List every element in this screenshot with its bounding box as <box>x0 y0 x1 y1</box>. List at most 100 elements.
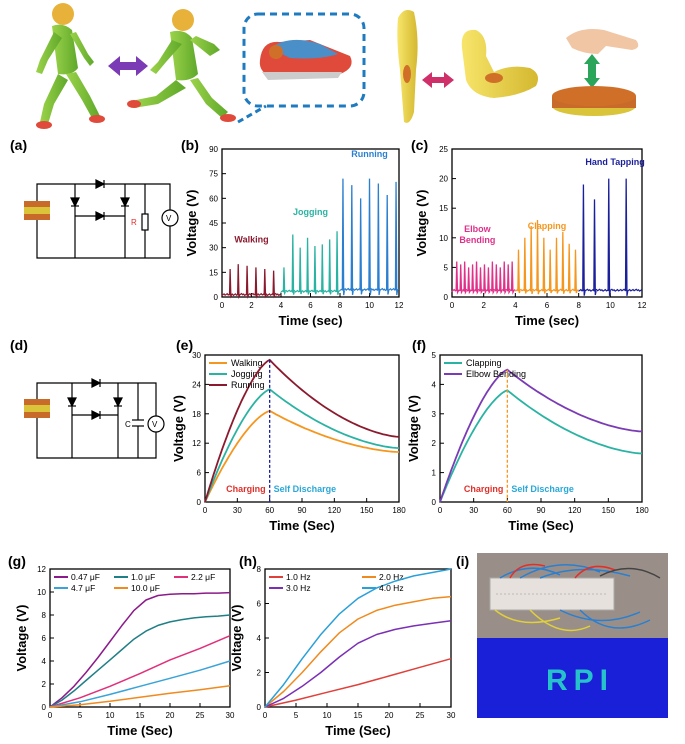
capacitor-label: C <box>125 420 131 429</box>
pulse-peak <box>502 261 507 295</box>
x-tick-label: 12 <box>395 301 404 310</box>
y-tick-label: 12 <box>37 565 46 574</box>
pulse-peak <box>529 225 534 295</box>
series-line <box>49 684 231 708</box>
panel-label-h: (h) <box>239 553 257 569</box>
series-label: Clapping <box>528 221 567 231</box>
y-tick-label: 10 <box>439 234 448 243</box>
photo-led-display: RPI <box>477 638 668 718</box>
x-tick-label: 10 <box>606 301 615 310</box>
pulse-peak <box>567 243 572 294</box>
photo-breadboard <box>477 553 668 638</box>
pulse-peak <box>359 198 363 295</box>
pulse-peak <box>517 249 521 294</box>
pulse-peak <box>298 247 303 295</box>
y-tick-label: 2 <box>42 680 47 689</box>
y-tick-label: 1 <box>432 469 437 478</box>
pulse-peak <box>385 195 390 295</box>
pulse-peak <box>321 244 325 295</box>
y-tick-label: 30 <box>192 351 201 360</box>
x-tick-label: 5 <box>294 711 299 720</box>
x-tick-label: 120 <box>328 506 342 515</box>
x-tick-label: 0 <box>220 301 225 310</box>
legend-label: Jogging <box>231 369 263 379</box>
x-tick-label: 150 <box>602 506 616 515</box>
y-axis-label: Voltage (V) <box>406 395 421 462</box>
x-axis-label: Time (Sec) <box>269 518 335 533</box>
pulse-peak <box>236 264 241 300</box>
pulse-peak <box>536 220 540 295</box>
resistor-label: R <box>131 218 137 227</box>
x-axis-label: Time (Sec) <box>107 723 173 738</box>
x-tick-label: 0 <box>438 506 443 515</box>
legend-label: 0.47 μF <box>71 572 100 582</box>
pulse-peak <box>607 178 611 296</box>
y-tick-label: 5 <box>444 263 449 272</box>
series-label: Walking <box>234 235 268 245</box>
x-tick-label: 5 <box>78 711 83 720</box>
pulse-peak <box>561 231 566 294</box>
x-tick-label: 12 <box>638 301 647 310</box>
panel-label-i: (i) <box>456 553 469 569</box>
pulse-peak <box>475 261 479 295</box>
pulse-peak <box>341 178 346 296</box>
pulse-peak <box>624 178 629 296</box>
legend-label: 10.0 μF <box>131 583 160 593</box>
arm-bent <box>461 29 538 98</box>
y-tick-label: 0 <box>214 293 219 302</box>
x-tick-label: 15 <box>354 711 363 720</box>
pulse-peak <box>263 269 267 299</box>
pulse-peak <box>467 267 471 295</box>
panel-label-e: (e) <box>176 337 193 353</box>
shoe-callout <box>237 12 366 124</box>
y-tick-label: 4 <box>432 380 437 389</box>
x-tick-label: 20 <box>385 711 394 720</box>
x-tick-label: 0 <box>48 711 53 720</box>
series-line <box>49 591 231 708</box>
series-label: Elbow <box>464 224 491 234</box>
x-tick-label: 30 <box>226 711 235 720</box>
panel-label-f: (f) <box>412 337 426 353</box>
double-arrow-icon <box>108 56 148 76</box>
panel-label-g: (g) <box>8 553 26 569</box>
x-tick-label: 180 <box>392 506 406 515</box>
pulse-peak <box>593 199 597 296</box>
x-axis-label: Time (sec) <box>515 313 579 328</box>
legend-label: 1.0 μF <box>131 572 155 582</box>
x-tick-label: 10 <box>365 301 374 310</box>
x-axis-label: Time (Sec) <box>508 518 574 533</box>
charging-annotation: Charging <box>464 484 504 494</box>
pulse-peak <box>582 184 586 296</box>
y-tick-label: 24 <box>192 380 201 389</box>
y-tick-label: 0 <box>432 498 437 507</box>
series-label: Bending <box>459 235 495 245</box>
x-tick-label: 60 <box>265 506 274 515</box>
pulse-peak <box>574 249 578 294</box>
pulse-peak <box>495 264 499 295</box>
y-tick-label: 75 <box>209 170 218 179</box>
pulse-peak <box>394 181 399 296</box>
y-tick-label: 2 <box>257 669 262 678</box>
series-line <box>264 657 452 708</box>
pulse-peak <box>306 237 310 295</box>
pulse-peak <box>254 267 258 299</box>
chart-f: 0 30 60 90 120 150 180 0 1 2 3 4 5 Time (Sec) Voltage … <box>406 351 649 533</box>
panel-label-a: (a) <box>10 137 27 153</box>
discharge-annotation: Self Discharge <box>274 484 337 494</box>
plot-frame <box>221 148 400 298</box>
legend-label: 1.0 Hz <box>286 572 311 582</box>
pulse-peak <box>313 246 318 295</box>
chart-b: 0 2 4 6 8 10 12 0 15 30 45 60 75 90 Time (sec) Voltage … <box>184 145 404 328</box>
series-line <box>49 614 231 708</box>
pulse-peak <box>506 264 511 295</box>
x-tick-label: 8 <box>338 301 343 310</box>
panel-label-c: (c) <box>411 137 428 153</box>
arm-straight <box>397 10 418 123</box>
legend-label: 2.0 Hz <box>379 572 404 582</box>
y-tick-label: 15 <box>209 268 218 277</box>
pulse-peak <box>335 231 340 295</box>
pulse-peak <box>487 267 491 295</box>
x-tick-label: 10 <box>106 711 115 720</box>
y-tick-label: 25 <box>439 145 448 154</box>
